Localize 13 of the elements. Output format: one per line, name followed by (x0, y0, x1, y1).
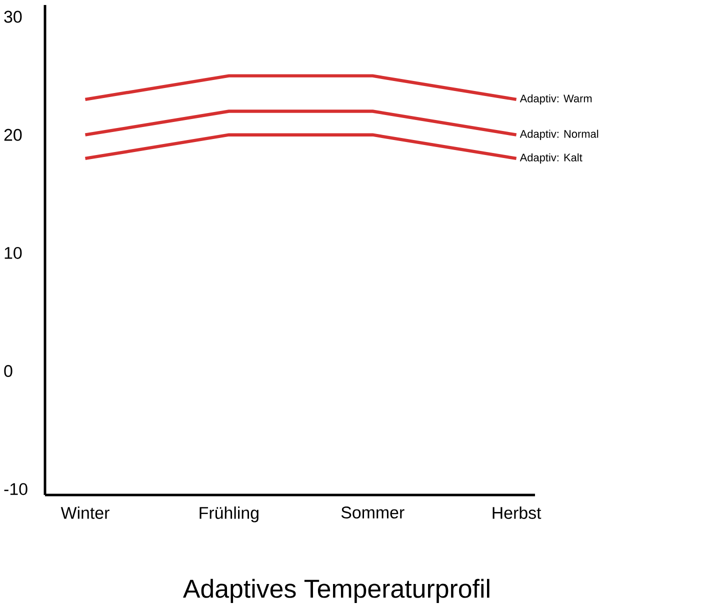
x-tick-label: Winter (60, 506, 110, 519)
y-tick-label: -10 (4, 483, 28, 496)
series-label: Adaptiv: Warm (520, 94, 592, 105)
x-tick-label: Frühling (200, 506, 258, 522)
y-tick-label: 20 (4, 128, 22, 141)
text: Adaptives Temperaturprofil (183, 578, 490, 604)
series-label: Adaptiv: Kalt (520, 153, 582, 164)
x-tick-label: Sommer (341, 506, 404, 518)
y-tick-label: 10 (4, 246, 22, 259)
series-label: Adaptiv: Normal (520, 130, 598, 140)
x-tick-label: Herbst (492, 506, 542, 519)
y-tick-label: 30 (4, 10, 22, 23)
y-tick-label: 0 (4, 365, 12, 378)
